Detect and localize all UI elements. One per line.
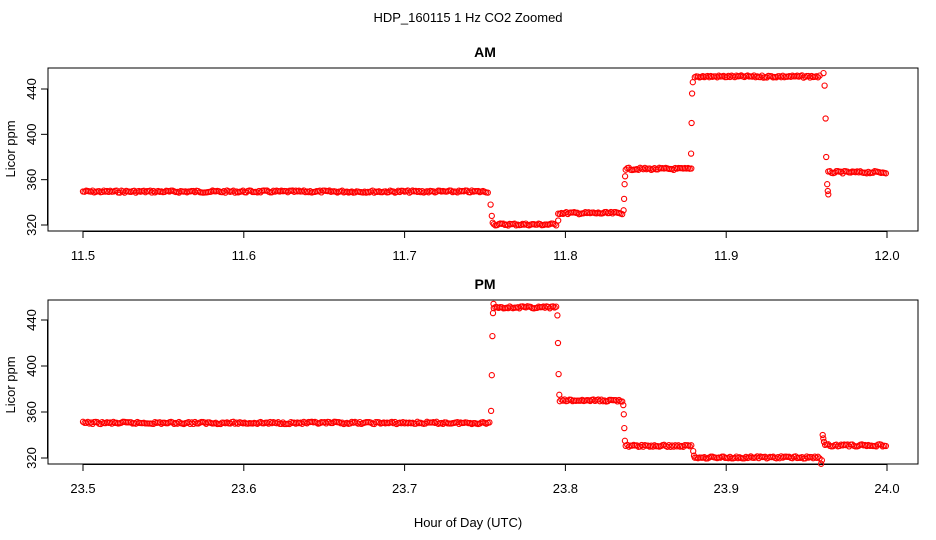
panel-pm-transition-point bbox=[690, 452, 698, 459]
panel-pm-y-tick-label: 440 bbox=[24, 309, 39, 331]
panel-pm-transition-point bbox=[554, 312, 561, 319]
panel-am-transition-point bbox=[688, 90, 696, 97]
panel-am-transition-point bbox=[687, 150, 695, 157]
panel-pm-y-tick-label: 400 bbox=[24, 355, 39, 377]
panel-pm-transition-point bbox=[490, 300, 497, 308]
panel-pm-x-tick-label: 23.8 bbox=[553, 481, 578, 496]
panel-pm-transition-point bbox=[488, 372, 495, 379]
panel-am-data-point bbox=[814, 74, 822, 81]
panel-am-transition-point bbox=[822, 115, 829, 122]
panel-pm-transition-point bbox=[820, 435, 827, 442]
panel-am-transition-point bbox=[824, 181, 831, 188]
panel-pm-data-point bbox=[486, 419, 493, 426]
figure-xlabel: Hour of Day (UTC) bbox=[414, 515, 522, 530]
panel-am-transition-point bbox=[820, 69, 827, 77]
panel-am: AM Licor ppm 11.5 11.6 11.7 11.8 11.9 12.0 32… bbox=[3, 44, 919, 263]
panel-pm-y-tick-label: 320 bbox=[24, 447, 39, 469]
panel-am-transition-point bbox=[621, 181, 628, 188]
panel-pm-transition-point bbox=[489, 309, 497, 317]
panel-am-data-point bbox=[688, 165, 695, 172]
panel-pm-transition-point bbox=[817, 460, 825, 467]
panel-pm-series bbox=[79, 300, 890, 467]
panel-pm-transition-point bbox=[556, 391, 563, 398]
panel-am-transition-point bbox=[824, 187, 831, 195]
panel-pm: PM Licor ppm 23.5 23.6 23.7 23.8 23.9 24.0 32… bbox=[3, 276, 919, 496]
panel-am-data-point bbox=[882, 170, 890, 177]
panel-pm-transition-point bbox=[555, 370, 562, 378]
panel-am-x-tick-label: 11.9 bbox=[714, 248, 738, 263]
panel-pm-y-axis: 320 360 400 440 bbox=[24, 309, 48, 469]
panel-pm-transition-point bbox=[820, 438, 828, 446]
panel-am-transition-point bbox=[621, 173, 629, 180]
panel-pm-transition-point bbox=[818, 457, 826, 464]
figure-title: HDP_160115 1 Hz CO2 Zoomed bbox=[373, 10, 562, 25]
panel-am-data-point bbox=[484, 189, 491, 196]
panel-am-x-axis: 11.5 11.6 11.7 11.8 11.9 12.0 bbox=[71, 231, 900, 263]
panel-am-transition-point bbox=[620, 195, 628, 203]
panel-am-series bbox=[79, 69, 890, 229]
panel-pm-x-tick-label: 23.7 bbox=[392, 481, 417, 496]
panel-pm-data-point bbox=[814, 453, 822, 460]
panel-pm-x-tick-label: 24.0 bbox=[874, 481, 899, 496]
panel-pm-y-tick-label: 360 bbox=[24, 401, 39, 423]
panel-am-title: AM bbox=[474, 44, 496, 60]
panel-am-y-tick-label: 320 bbox=[24, 214, 39, 236]
panel-pm-transition-point bbox=[554, 339, 562, 347]
panel-am-x-tick-label: 11.8 bbox=[553, 248, 577, 263]
panel-am-transition-point bbox=[487, 201, 494, 208]
panel-pm-data-point bbox=[553, 303, 560, 310]
panel-pm-transition-point bbox=[487, 407, 495, 415]
panel-pm-data-point bbox=[619, 398, 626, 405]
panel-am-data-point bbox=[551, 221, 558, 228]
panel-am-data-point bbox=[619, 210, 626, 218]
panel-am-ylabel: Licor ppm bbox=[3, 120, 18, 177]
panel-am-transition-point bbox=[823, 153, 830, 161]
panel-am-x-tick-label: 11.6 bbox=[232, 248, 256, 263]
panel-am-x-tick-label: 12.0 bbox=[874, 248, 899, 263]
panel-am-y-tick-label: 360 bbox=[24, 169, 39, 191]
panel-am-transition-point bbox=[488, 212, 495, 220]
panel-pm-x-tick-label: 23.6 bbox=[231, 481, 256, 496]
panel-pm-transition-point bbox=[621, 437, 629, 444]
panel-am-x-tick-label: 11.7 bbox=[392, 248, 416, 263]
panel-am-transition-point bbox=[688, 119, 695, 127]
panel-pm-transition-point bbox=[620, 401, 627, 409]
panel-am-x-tick-label: 11.5 bbox=[71, 248, 95, 263]
panel-am-transition-point bbox=[489, 219, 496, 226]
panel-pm-x-axis: 23.5 23.6 23.7 23.8 23.9 24.0 bbox=[70, 464, 900, 496]
panel-am-y-tick-label: 440 bbox=[24, 78, 39, 100]
panel-am-transition-point bbox=[689, 79, 696, 86]
panel-am-transition-point bbox=[825, 191, 832, 198]
panel-am-transition-point bbox=[555, 217, 562, 224]
panel-pm-transition-point bbox=[819, 431, 826, 439]
panel-pm-data-point bbox=[882, 442, 890, 450]
panel-pm-x-tick-label: 23.5 bbox=[70, 481, 95, 496]
panel-pm-ylabel: Licor ppm bbox=[3, 356, 18, 413]
panel-pm-transition-point bbox=[620, 411, 627, 418]
panel-pm-transition-point bbox=[489, 332, 496, 340]
panel-am-y-tick-label: 400 bbox=[24, 123, 39, 145]
panel-pm-transition-point bbox=[621, 424, 628, 432]
panel-am-transition-point bbox=[620, 207, 627, 214]
panel-pm-x-tick-label: 23.9 bbox=[714, 481, 739, 496]
panel-am-transition-point bbox=[821, 82, 828, 89]
panel-pm-title: PM bbox=[475, 276, 496, 292]
panel-pm-data-point bbox=[615, 396, 623, 404]
panel-pm-data-point bbox=[688, 442, 695, 449]
panel-am-y-axis: 320 360 400 440 bbox=[24, 78, 48, 236]
